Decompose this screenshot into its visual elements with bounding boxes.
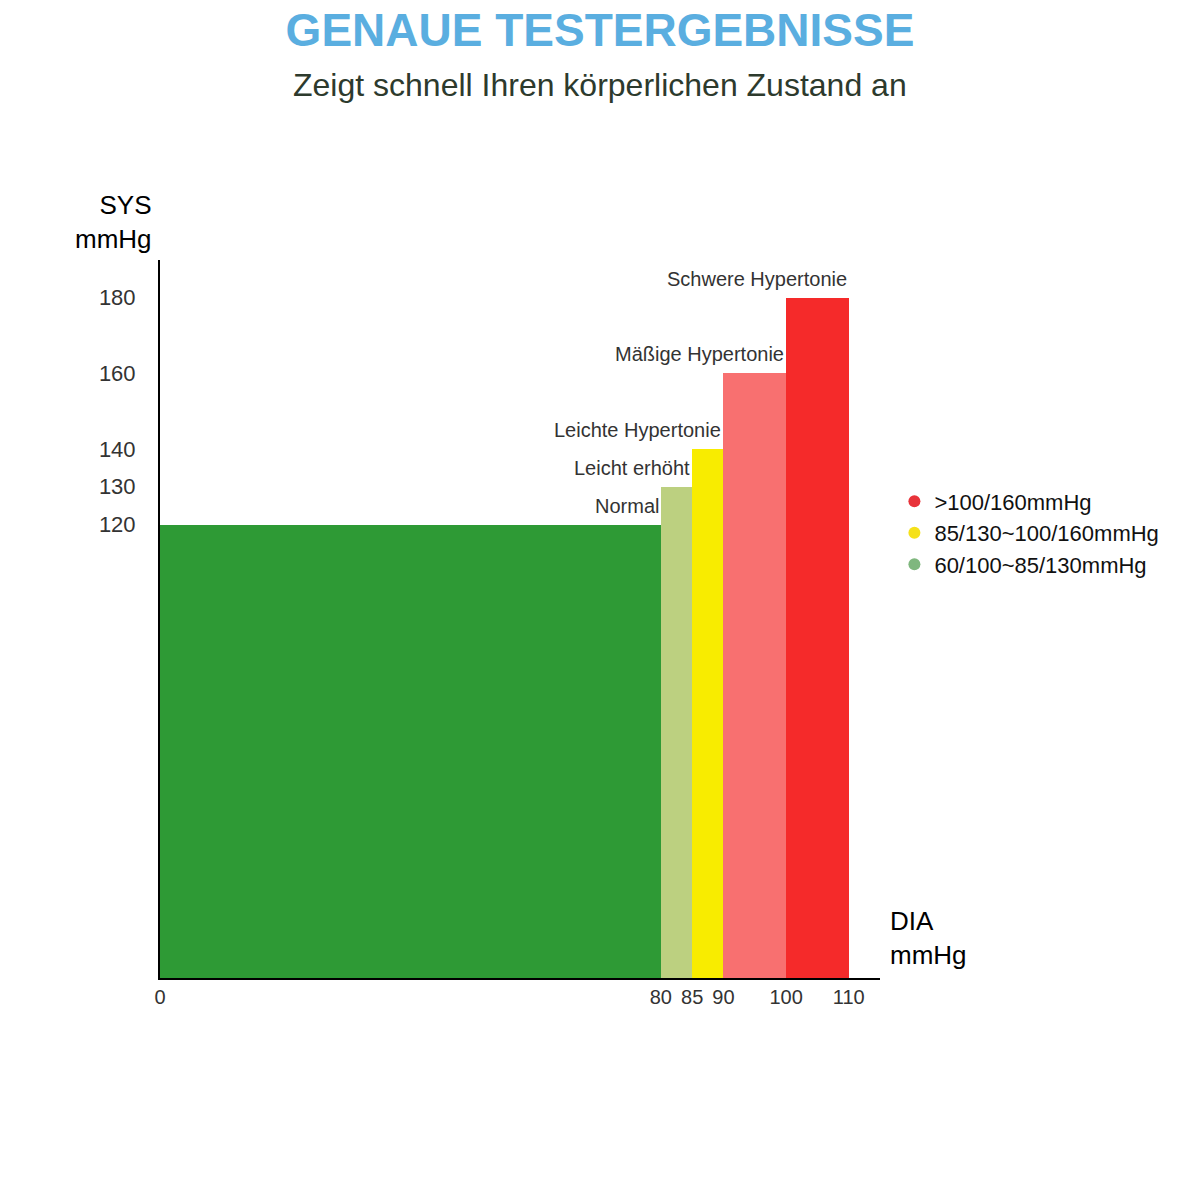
- svg-text:160: 160: [99, 361, 136, 386]
- svg-text:Normal: Normal: [595, 495, 659, 517]
- svg-text:130: 130: [99, 474, 136, 499]
- svg-text:DIAmmHg: DIAmmHg: [890, 906, 967, 970]
- svg-text:Schwere Hypertonie: Schwere Hypertonie: [667, 268, 847, 290]
- svg-text:80: 80: [650, 986, 672, 1008]
- svg-text:110: 110: [833, 986, 865, 1008]
- svg-text:SYSmmHg: SYSmmHg: [75, 190, 152, 254]
- svg-text:85/130~100/160mmHg: 85/130~100/160mmHg: [934, 521, 1158, 546]
- svg-text:100: 100: [769, 986, 802, 1008]
- svg-text:0: 0: [154, 986, 165, 1008]
- svg-text:120: 120: [99, 512, 136, 537]
- svg-text:90: 90: [712, 986, 734, 1008]
- svg-text:GENAUE TESTERGEBNISSE: GENAUE TESTERGEBNISSE: [286, 4, 915, 56]
- svg-text:Mäßige Hypertonie: Mäßige Hypertonie: [615, 343, 784, 365]
- svg-text:>100/160mmHg: >100/160mmHg: [934, 490, 1091, 515]
- svg-text:Leichte Hypertonie: Leichte Hypertonie: [554, 419, 721, 441]
- svg-text:Leicht erhöht: Leicht erhöht: [574, 457, 690, 479]
- svg-text:Zeigt schnell Ihren körperlich: Zeigt schnell Ihren körperlichen Zustand…: [293, 67, 907, 103]
- svg-text:85: 85: [681, 986, 703, 1008]
- svg-text:180: 180: [99, 285, 136, 310]
- svg-text:60/100~85/130mmHg: 60/100~85/130mmHg: [934, 553, 1146, 578]
- svg-text:140: 140: [99, 437, 136, 462]
